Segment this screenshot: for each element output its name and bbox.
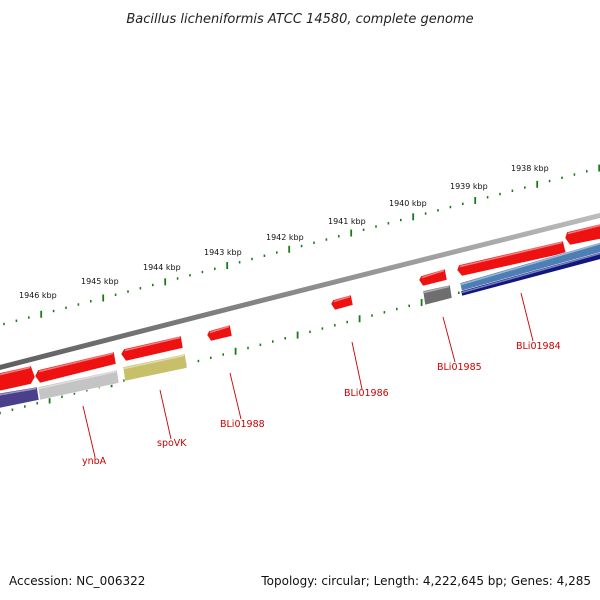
tick-label-1944: 1944 kbp [143, 263, 181, 272]
gene-red-5 [418, 268, 448, 287]
gene-red-0 [0, 365, 36, 392]
genome-summary-text: Topology: circular; Length: 4,222,645 bp… [261, 574, 591, 588]
outer-tick-ring [3, 164, 600, 326]
map-title: Bacillus licheniformis ATCC 14580, compl… [126, 12, 473, 27]
gene-navy-0 [460, 252, 600, 297]
tick-label-1938: 1938 kbp [511, 164, 549, 173]
leader-line-BLi01986 [351, 341, 363, 390]
gene-navy-0-shine [461, 252, 600, 294]
gene-label-BLi01988[interactable]: BLi01988 [220, 419, 265, 430]
gene-purple-0-shine [0, 387, 37, 396]
genome-backbone [0, 212, 600, 371]
tick-label-1945: 1945 kbp [81, 277, 119, 286]
gene-red-7 [564, 223, 600, 246]
gene-red-1 [34, 351, 117, 384]
gene-olive-0 [122, 353, 188, 382]
gene-red-3 [206, 324, 233, 342]
gene-red-6-shine [459, 241, 563, 268]
gene-gray-dark-0 [422, 284, 453, 306]
gene-steel-0-shine [460, 242, 600, 286]
tick-label-1941: 1941 kbp [328, 217, 366, 226]
gene-red-7-shine [567, 224, 600, 235]
gene-red-5-shine [421, 269, 445, 279]
gene-gray-light-0 [37, 369, 120, 401]
accession-text: Accession: NC_006322 [9, 574, 146, 588]
tick-label-1943: 1943 kbp [204, 248, 242, 257]
gene-red-2-shine [124, 336, 181, 352]
gene-purple-0 [0, 386, 40, 409]
gene-red-4 [330, 294, 354, 311]
gene-label-spoVK[interactable]: spoVK [157, 438, 187, 449]
gene-gray-dark-0-shine [423, 285, 450, 294]
gene-label-BLi01986[interactable]: BLi01986 [344, 388, 389, 399]
gene-red-3-shine [209, 325, 230, 334]
tick-label-1939: 1939 kbp [450, 182, 488, 191]
gene-label-ynbA[interactable]: ynbA [82, 456, 107, 467]
gene-red-0-shine [0, 366, 31, 376]
tick-label-1942: 1942 kbp [266, 233, 304, 242]
leader-line-BLi01985 [442, 316, 456, 363]
gene-red-6 [456, 240, 567, 277]
tick-label-1940: 1940 kbp [389, 199, 427, 208]
leader-line-BLi01988 [229, 372, 242, 420]
gene-olive-0-shine [123, 354, 185, 370]
leader-line-spoVK [159, 389, 172, 440]
gene-label-BLi01985[interactable]: BLi01985 [437, 362, 482, 373]
label-leader-lines [82, 292, 534, 458]
gene-gray-light-0-shine [38, 370, 117, 390]
leader-line-ynbA [82, 405, 96, 458]
gene-steel-0 [459, 242, 600, 293]
gene-red-1-shine [38, 352, 114, 373]
leader-line-BLi01984 [520, 292, 534, 342]
gene-red-2 [120, 335, 184, 362]
gene-red-4-shine [333, 295, 351, 303]
gene-label-BLi01984[interactable]: BLi01984 [516, 341, 561, 352]
tick-label-1946: 1946 kbp [19, 291, 57, 300]
gene-features [0, 223, 600, 409]
